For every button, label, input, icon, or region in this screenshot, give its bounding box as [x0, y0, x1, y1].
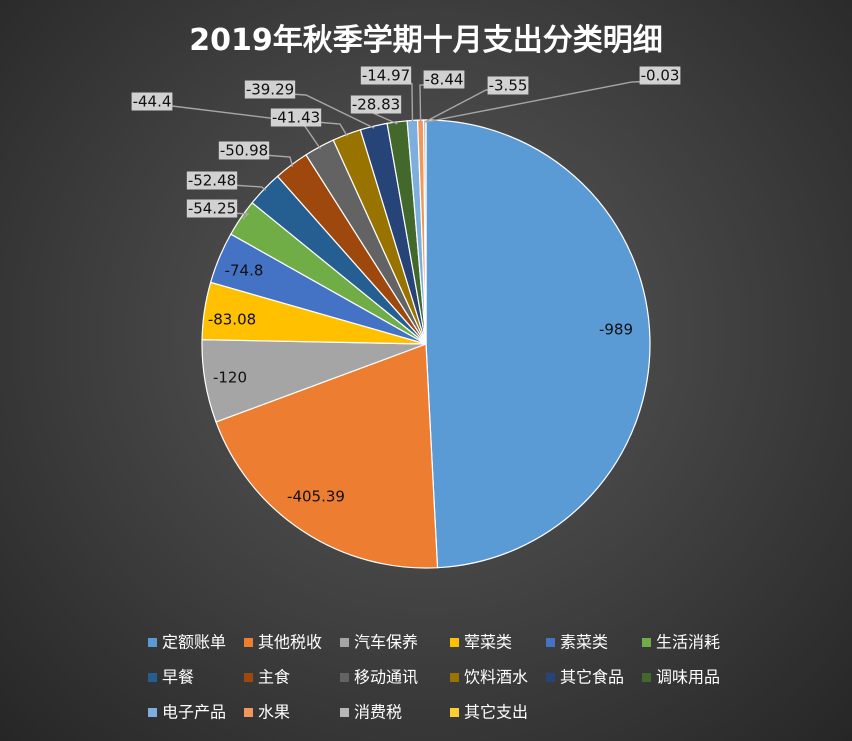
legend-swatch-3: [340, 638, 349, 647]
legend-label-13: 电子产品: [162, 703, 226, 722]
chart-title: 2019年秋季学期十月支出分类明细: [189, 23, 663, 58]
legend-swatch-4: [450, 638, 459, 647]
legend-label-2: 其他税收: [258, 633, 322, 652]
data-label-12: -28.83: [352, 96, 400, 114]
legend-label-12: 调味用品: [656, 668, 720, 687]
data-label-10: -41.43: [272, 109, 320, 127]
data-labels: -989 -405.39 -120 -83.08 -74.8 -54.25 -52.48 -5…: [131, 66, 681, 506]
data-label-bg-16: [639, 66, 681, 85]
data-label-bg-15: [487, 76, 529, 95]
data-label-14: -8.44: [425, 71, 464, 89]
legend-swatch-2: [244, 638, 253, 647]
data-label-5: -74.8: [225, 262, 264, 280]
leader-line-7: [231, 184, 267, 191]
data-label-bg-14: [423, 70, 465, 89]
data-label-9: -44.4: [133, 93, 172, 111]
legend-swatch-1: [148, 638, 157, 647]
pie-slice-2: [215, 343, 439, 569]
data-label-bg-8: [218, 141, 270, 160]
legend-swatch-5: [546, 638, 555, 647]
data-label-4: -83.08: [208, 311, 256, 329]
legend-label-11: 其它食品: [560, 668, 624, 687]
legend-swatch-12: [642, 673, 651, 682]
legend-label-5: 素菜类: [560, 633, 608, 652]
legend-label-10: 饮料酒水: [464, 668, 528, 687]
legend-swatch-14: [244, 708, 253, 717]
legend-swatch-9: [340, 673, 349, 682]
legend-swatch-10: [450, 673, 459, 682]
legend-label-9: 移动通讯: [354, 668, 418, 687]
leader-line-15: [424, 89, 528, 123]
data-label-bg-12: [350, 95, 402, 114]
data-label-7: -52.48: [188, 172, 236, 190]
legend-swatch-16: [450, 708, 459, 717]
data-label-bg-9: [131, 92, 173, 111]
legend-swatch-11: [546, 673, 555, 682]
data-label-8: -50.98: [220, 142, 268, 160]
pie-slices: [201, 119, 651, 569]
data-label-bg-10: [270, 108, 322, 127]
legend-label-16: 其它支出: [464, 703, 528, 722]
data-label-6: -54.25: [188, 200, 236, 218]
legend-label-15: 消费税: [354, 703, 402, 722]
legend-label-8: 主食: [258, 668, 290, 687]
legend-swatch-15: [340, 708, 349, 717]
legend-swatch-8: [244, 673, 253, 682]
legend-label-6: 生活消耗: [656, 633, 720, 652]
leader-line-11: [289, 93, 375, 129]
legend-swatch-7: [148, 673, 157, 682]
leader-line-13: [405, 79, 414, 123]
data-label-bg-11: [244, 80, 296, 99]
data-label-16: -0.03: [641, 67, 680, 85]
leader-line-6: [231, 212, 250, 220]
data-label-1: -989: [599, 321, 633, 339]
data-label-2: -405.39: [287, 488, 345, 506]
legend-label-3: 汽车保养: [354, 633, 418, 652]
legend-label-4: 荤菜类: [464, 633, 512, 652]
data-label-3: -120: [213, 369, 247, 387]
legend-label-1: 定额账单: [162, 633, 226, 652]
data-label-bg-6: [186, 199, 238, 218]
legend-label-7: 早餐: [162, 668, 194, 687]
data-label-11: -39.29: [246, 81, 294, 99]
data-label-bg-13: [360, 66, 412, 85]
leader-line-10: [315, 121, 349, 137]
legend-label-14: 水果: [258, 703, 290, 722]
data-label-13: -14.97: [362, 67, 410, 85]
data-label-bg-7: [186, 171, 238, 190]
legend-swatch-6: [642, 638, 651, 647]
legend-swatch-13: [148, 708, 157, 717]
leader-line-8: [263, 154, 294, 167]
pie-slice-1: [425, 119, 651, 569]
data-label-15: -3.55: [489, 77, 528, 95]
